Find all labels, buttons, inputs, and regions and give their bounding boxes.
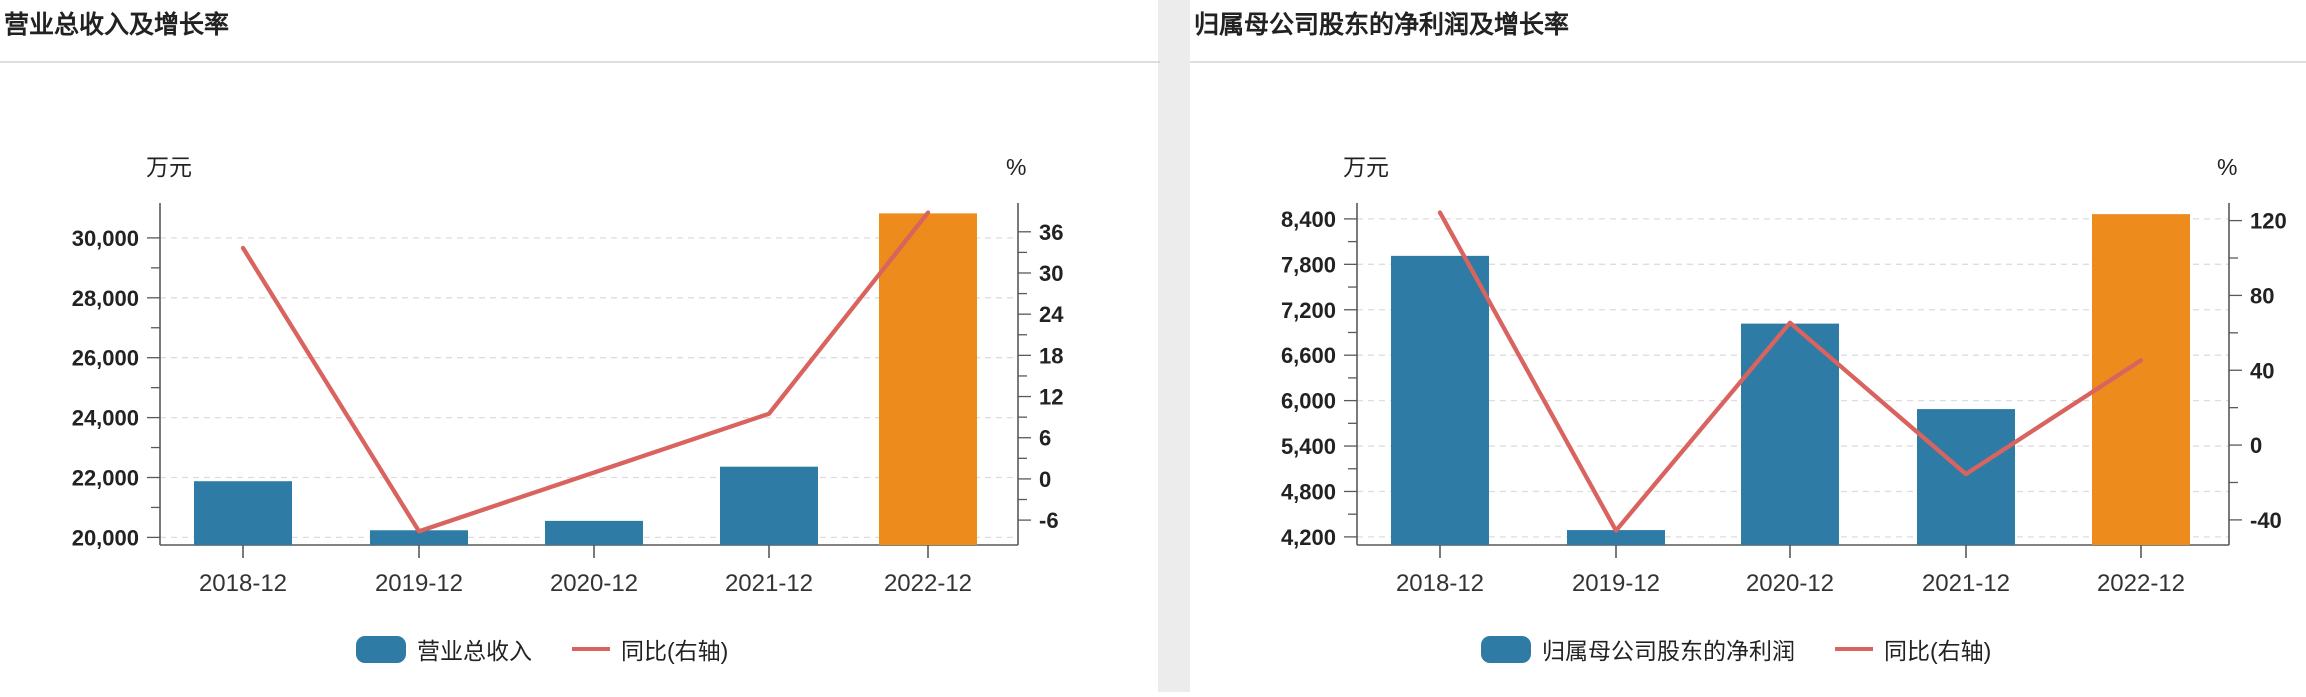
svg-text:40: 40: [2250, 358, 2274, 383]
svg-text:2018-12: 2018-12: [199, 570, 287, 597]
svg-text:120: 120: [2250, 209, 2287, 234]
svg-text:22,000: 22,000: [72, 466, 139, 491]
svg-text:6,000: 6,000: [1281, 389, 1336, 414]
svg-text:2021-12: 2021-12: [725, 570, 813, 597]
svg-text:营业总收入及增长率: 营业总收入及增长率: [4, 10, 229, 39]
svg-text:30,000: 30,000: [72, 226, 139, 251]
svg-text:6: 6: [1039, 426, 1051, 451]
svg-text:4,200: 4,200: [1281, 525, 1336, 550]
svg-text:12: 12: [1039, 385, 1063, 410]
svg-text:万元: 万元: [146, 154, 192, 180]
svg-text:7,800: 7,800: [1281, 252, 1336, 277]
svg-text:5,400: 5,400: [1281, 434, 1336, 459]
svg-text:%: %: [1006, 154, 1026, 180]
svg-text:-40: -40: [2250, 508, 2282, 533]
svg-text:6,600: 6,600: [1281, 343, 1336, 368]
svg-text:8,400: 8,400: [1281, 207, 1336, 232]
svg-text:7,200: 7,200: [1281, 298, 1336, 323]
svg-text:2022-12: 2022-12: [2097, 570, 2185, 597]
svg-text:归属母公司股东的净利润及增长率: 归属母公司股东的净利润及增长率: [1194, 10, 1569, 39]
svg-text:20,000: 20,000: [72, 525, 139, 550]
svg-text:36: 36: [1039, 220, 1063, 245]
svg-text:30: 30: [1039, 261, 1063, 286]
svg-text:-6: -6: [1039, 508, 1059, 533]
svg-text:万元: 万元: [1343, 154, 1389, 180]
svg-text:28,000: 28,000: [72, 286, 139, 311]
svg-text:2020-12: 2020-12: [550, 570, 638, 597]
svg-text:2019-12: 2019-12: [375, 570, 463, 597]
svg-text:%: %: [2217, 154, 2237, 180]
svg-text:0: 0: [1039, 467, 1051, 492]
svg-text:2019-12: 2019-12: [1572, 570, 1660, 597]
svg-text:0: 0: [2250, 433, 2262, 458]
svg-text:2020-12: 2020-12: [1746, 570, 1834, 597]
svg-text:4,800: 4,800: [1281, 479, 1336, 504]
svg-text:24: 24: [1039, 302, 1064, 327]
svg-text:80: 80: [2250, 283, 2274, 308]
svg-text:26,000: 26,000: [72, 346, 139, 371]
svg-text:2021-12: 2021-12: [1922, 570, 2010, 597]
svg-text:2018-12: 2018-12: [1396, 570, 1484, 597]
svg-text:18: 18: [1039, 343, 1063, 368]
svg-text:2022-12: 2022-12: [884, 570, 972, 597]
svg-text:24,000: 24,000: [72, 406, 139, 431]
